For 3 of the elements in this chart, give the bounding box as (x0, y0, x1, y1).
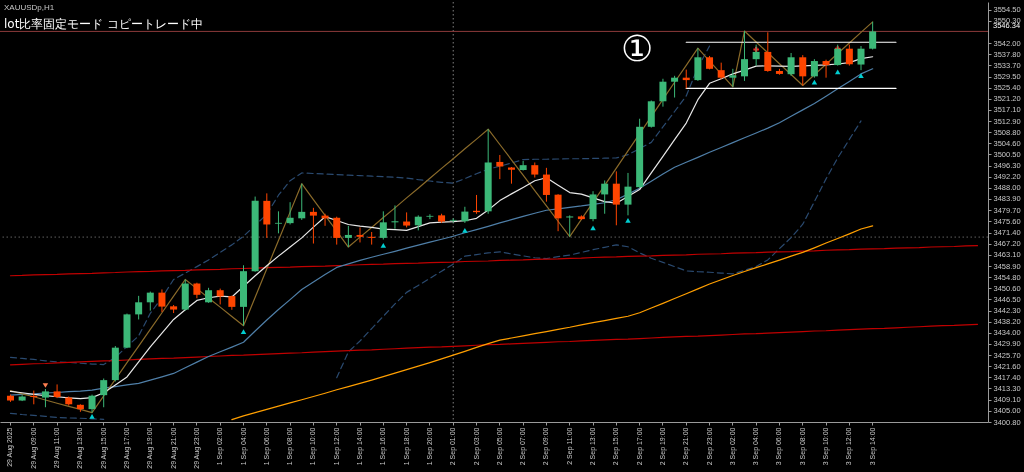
annotation: ① (621, 28, 654, 69)
chart-title: XAUUSDp,H1 (4, 3, 55, 12)
text: lot比率固定モード コピートレード中 (4, 17, 204, 31)
